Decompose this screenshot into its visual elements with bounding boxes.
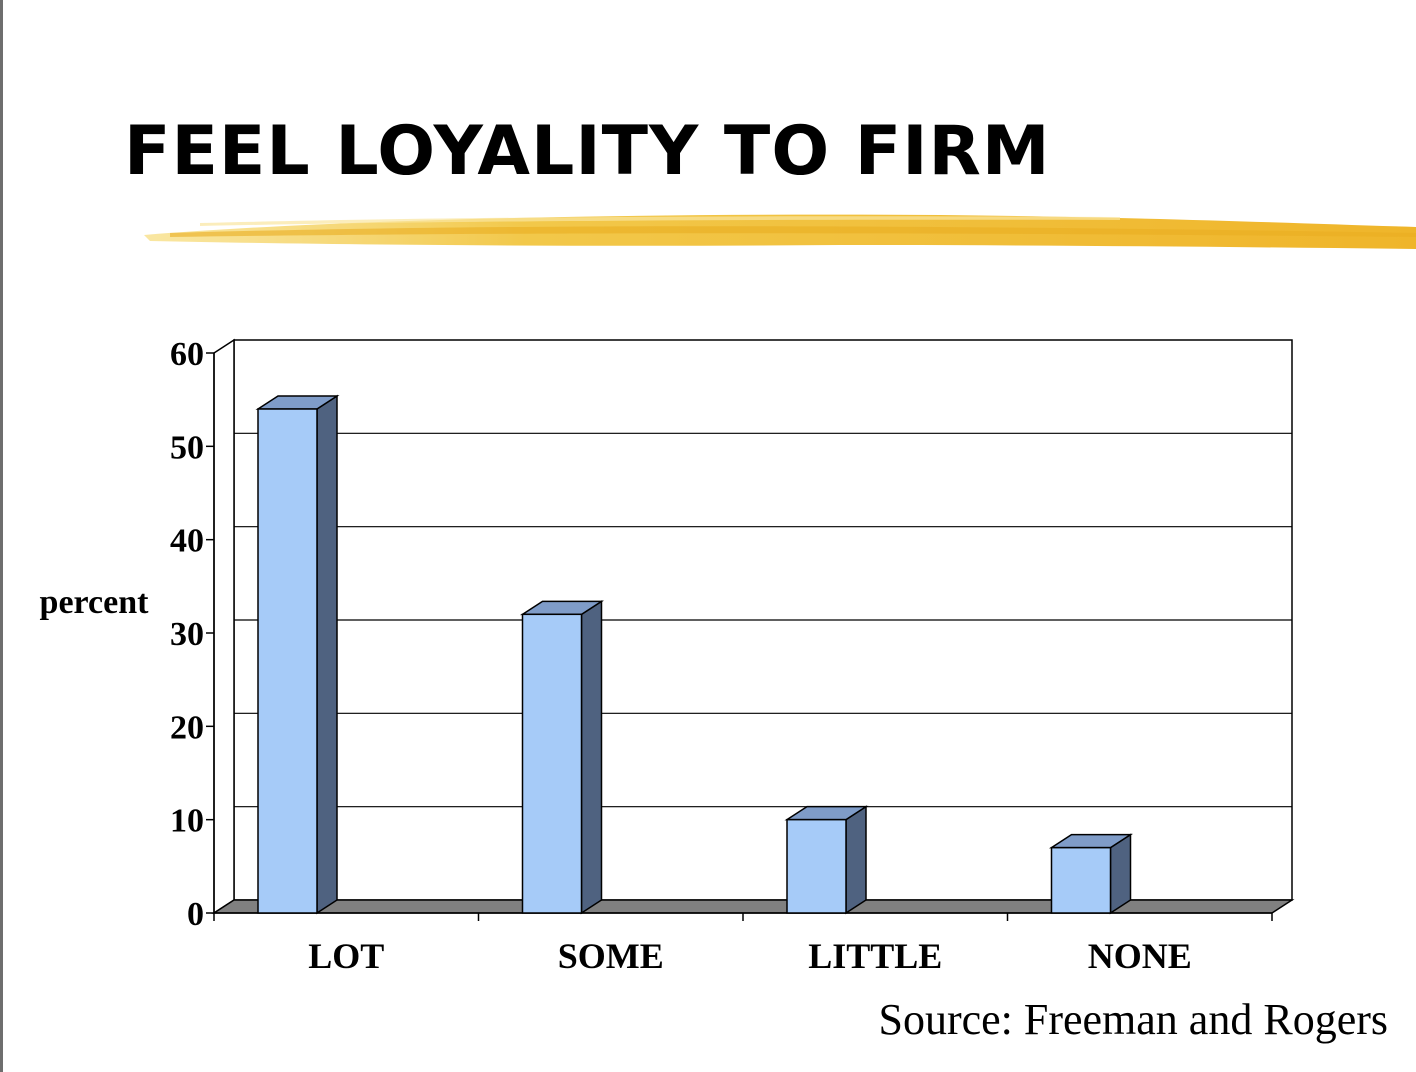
title-underline-brush — [144, 214, 1416, 249]
x-tick-label: LITTLE — [808, 936, 942, 976]
bar-front — [257, 408, 318, 914]
source-note: Source: Freeman and Rogers — [878, 995, 1388, 1044]
bar-little — [784, 805, 869, 915]
y-tick-label: 40 — [170, 523, 204, 560]
x-axis-ticks — [213, 913, 1273, 921]
bar-front — [1050, 846, 1112, 914]
bars — [255, 394, 1134, 915]
bar-side — [845, 805, 867, 915]
plot-floor — [211, 899, 1295, 914]
y-tick-label: 20 — [170, 709, 204, 746]
y-tick-label: 10 — [170, 803, 204, 840]
bar-front — [521, 613, 583, 914]
bar-front — [786, 818, 847, 914]
bar-side — [316, 394, 338, 915]
y-tick-label: 50 — [170, 429, 204, 466]
y-axis-ticks: 0 10 20 30 40 50 60 — [170, 336, 214, 933]
y-axis-title: percent — [40, 584, 150, 621]
y-tick-label: 30 — [170, 616, 204, 653]
y-tick-label: 60 — [170, 336, 204, 373]
bar-side — [580, 599, 603, 915]
bar-some — [519, 599, 605, 915]
x-tick-label: LOT — [308, 936, 384, 976]
bar-lot — [255, 394, 340, 915]
slide-left-border — [0, 0, 3, 1072]
bar-none — [1048, 833, 1134, 915]
x-axis-labels: LOT SOME LITTLE NONE — [308, 936, 1192, 976]
slide-title: FEEL LOYALITY TO FIRM — [124, 112, 1051, 191]
y-tick-label: 0 — [187, 896, 204, 933]
x-tick-label: NONE — [1088, 936, 1192, 976]
plot-left-wall — [213, 338, 235, 915]
x-tick-label: SOME — [558, 936, 664, 976]
